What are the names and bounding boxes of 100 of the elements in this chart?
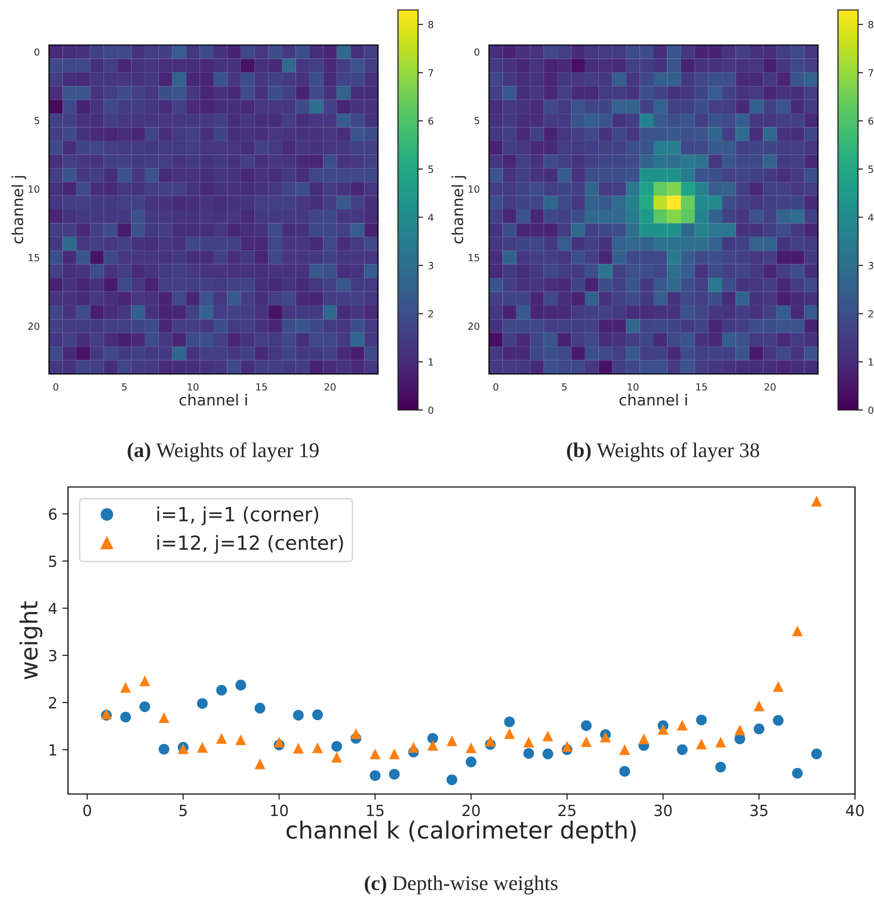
point: [811, 748, 822, 760]
color-bar-label: 2: [868, 310, 873, 318]
point: [139, 675, 150, 686]
point: [772, 681, 784, 692]
x-tick-label: 5: [122, 383, 127, 391]
color-bar-label: 2: [428, 310, 433, 318]
point: [754, 700, 764, 712]
point: [715, 762, 726, 772]
point: [331, 752, 342, 763]
point: [542, 730, 554, 742]
point: [254, 758, 266, 770]
point: [331, 740, 342, 752]
point: [446, 774, 458, 786]
point: [658, 724, 668, 735]
color-bar-label: 8: [868, 20, 874, 28]
point: [638, 733, 650, 744]
x-tick-label: 5: [179, 804, 187, 816]
x-tick-label: 15: [256, 383, 267, 391]
x-tick-label: 15: [696, 383, 707, 391]
point: [408, 742, 419, 753]
point: [370, 748, 380, 760]
y-tick-label: 20: [468, 322, 480, 330]
point: [350, 728, 362, 740]
point: [216, 732, 227, 744]
x-axis-title: channel k (calorimeter depth): [286, 820, 636, 844]
y-tick-label: 5: [34, 117, 40, 124]
legend-label: i=12, j=12 (center): [157, 534, 343, 554]
y-tick-label: 15: [468, 254, 480, 262]
point: [216, 684, 227, 696]
x-tick-label: 0: [83, 804, 92, 816]
point: [139, 701, 150, 712]
y-tick-label: 10: [468, 185, 480, 193]
color-bar-label: 6: [428, 117, 434, 125]
point: [235, 680, 246, 690]
y-tick-label: 3: [49, 650, 56, 662]
point: [427, 732, 438, 744]
point: [504, 728, 515, 740]
point: [696, 714, 707, 726]
color-bar-label: 8: [428, 20, 434, 28]
point: [196, 742, 208, 753]
color-bar-label: 0: [428, 406, 434, 414]
point: [120, 682, 131, 693]
x-tick-label: 10: [628, 383, 638, 391]
point: [523, 736, 534, 748]
text: (a) Weights of layer 19: [128, 442, 319, 462]
color-bar-label: 6: [868, 117, 874, 125]
x-tick-label: 10: [188, 383, 198, 391]
point: [484, 736, 496, 747]
point: [754, 724, 764, 734]
point: [792, 625, 803, 636]
point: [523, 748, 534, 759]
y-tick-label: 20: [28, 322, 40, 330]
point: [466, 756, 476, 768]
y-tick-label: 10: [28, 185, 40, 193]
color-bar-label: 1: [428, 358, 434, 366]
color-bar-label: 3: [428, 262, 434, 270]
x-tick-label: 20: [324, 383, 336, 391]
point: [619, 744, 630, 756]
point: [312, 709, 323, 720]
text: (c) Depth-wise weights: [364, 876, 558, 894]
legend-label: i=1, j=1 (corner): [157, 506, 318, 526]
text: (b) Weights of layer 38: [567, 442, 760, 462]
y-axis-title: weight: [19, 601, 42, 680]
y-tick-label: 0: [34, 48, 40, 56]
y-axis-title: channel j: [11, 176, 26, 244]
point: [811, 496, 822, 507]
point: [196, 698, 208, 709]
point: [676, 720, 688, 731]
point: [504, 716, 515, 728]
y-tick-label: 6: [48, 508, 57, 520]
point: [120, 712, 131, 723]
x-tick-label: 5: [562, 383, 567, 391]
x-axis-title: channel i: [180, 394, 247, 406]
point: [466, 742, 476, 754]
color-bar-label: 5: [868, 166, 874, 173]
point: [792, 768, 803, 779]
point: [600, 732, 611, 742]
x-tick-label: 15: [367, 804, 384, 816]
point: [158, 712, 170, 723]
x-tick-label: 20: [764, 383, 776, 391]
x-tick-label: 35: [750, 804, 768, 816]
point: [370, 770, 380, 781]
color-bar-label: 4: [868, 214, 874, 221]
x-tick-label: 30: [654, 804, 672, 816]
point: [427, 740, 438, 751]
point: [158, 744, 170, 755]
color-bar-label: 3: [868, 262, 874, 270]
point: [734, 724, 746, 736]
y-tick-label: 5: [49, 556, 56, 568]
y-tick-label: 4: [48, 602, 57, 614]
y-tick-label: 1: [50, 744, 56, 756]
point: [235, 734, 246, 746]
color-bar-label: 7: [868, 69, 874, 76]
y-tick-label: 5: [474, 117, 480, 124]
point: [312, 742, 323, 754]
color-bar-label: 5: [428, 166, 434, 173]
point: [696, 738, 707, 750]
y-tick-label: 15: [28, 254, 40, 262]
x-axis-title: channel i: [620, 394, 687, 406]
x-tick-label: 0: [493, 383, 498, 391]
